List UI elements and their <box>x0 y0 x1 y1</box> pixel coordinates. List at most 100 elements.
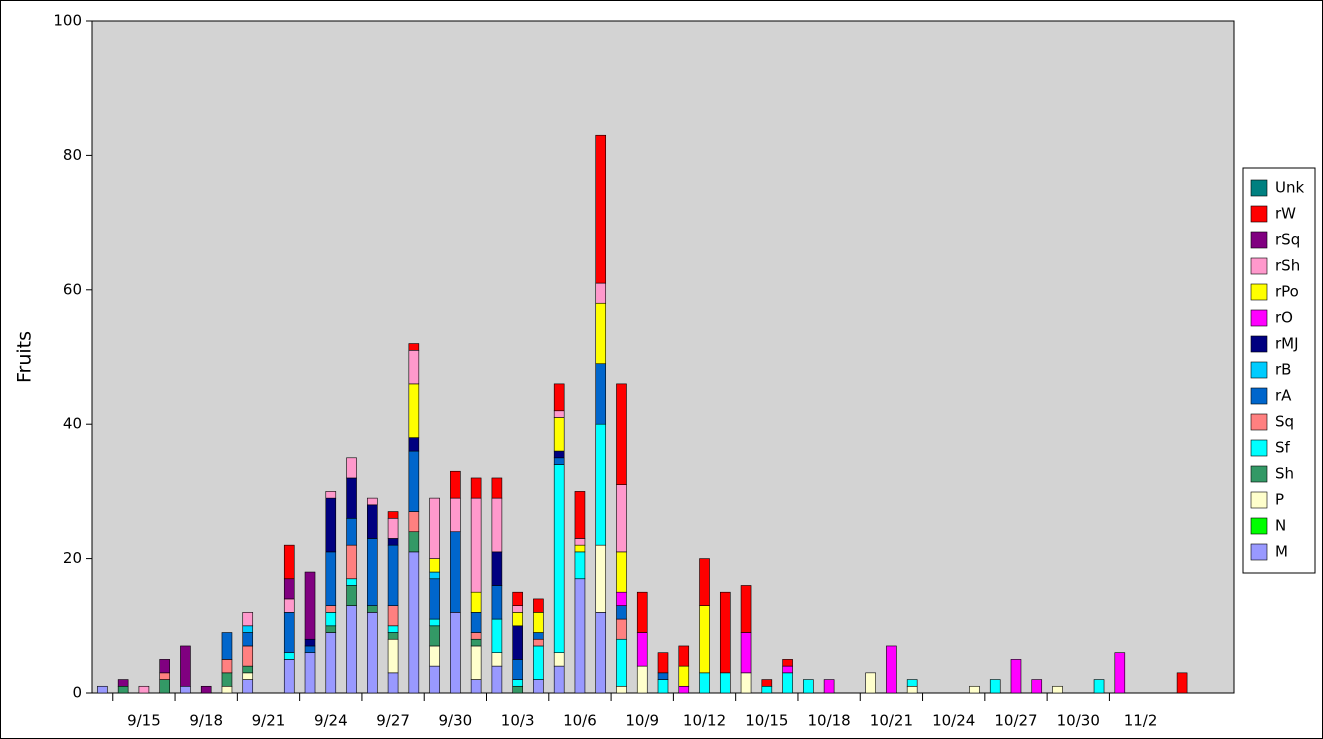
bar-segment <box>346 517 357 546</box>
bar-segment <box>221 685 233 694</box>
bar-segment <box>450 470 461 499</box>
bar-segment <box>180 645 191 687</box>
bar-segment <box>553 417 565 452</box>
bar-segment <box>616 591 627 606</box>
bar-segment <box>636 665 648 694</box>
legend-label: Sf <box>1275 439 1291 457</box>
bar-segment <box>512 605 523 613</box>
legend-label: rPo <box>1275 283 1299 301</box>
legend-swatch <box>1250 257 1268 275</box>
bar-segment <box>429 665 440 694</box>
bar-segment <box>450 531 461 613</box>
y-tick-label: 60 <box>63 280 82 298</box>
x-tick-label: 10/24 <box>932 712 975 730</box>
legend-label: rSh <box>1275 257 1300 275</box>
bar-segment <box>491 585 503 620</box>
bar-segment <box>553 450 565 459</box>
bar-segment <box>387 517 399 539</box>
bar-segment <box>242 645 254 667</box>
bar-segment <box>616 383 627 485</box>
bar-segment <box>470 645 482 680</box>
bar-segment <box>387 632 399 640</box>
bar-segment <box>512 591 523 606</box>
bar-segment <box>97 685 108 694</box>
bar-segment <box>574 491 586 539</box>
bar-segment <box>761 679 773 687</box>
bar-segment <box>159 659 170 674</box>
bar-segment <box>429 645 440 667</box>
bar-segment <box>346 457 357 479</box>
bar-segment <box>1176 672 1188 694</box>
bar-segment <box>595 612 607 694</box>
bar-segment <box>595 423 607 546</box>
legend-label: Unk <box>1275 179 1304 197</box>
bar-segment <box>533 679 544 694</box>
bar-segment <box>283 598 295 613</box>
bar-segment <box>761 685 773 694</box>
bar-segment <box>242 672 254 680</box>
bar-segment <box>408 450 420 512</box>
bar-segment <box>491 652 503 667</box>
bar-segment <box>740 632 752 674</box>
bar-segment <box>533 612 544 633</box>
legend-swatch <box>1250 309 1268 327</box>
bar-segment <box>533 638 544 647</box>
legend-label: M <box>1275 543 1288 561</box>
bar-segment <box>242 632 254 647</box>
legend-label: rB <box>1275 361 1291 379</box>
legend-swatch <box>1250 205 1268 223</box>
bar-segment <box>657 672 669 680</box>
bar-segment <box>367 612 378 694</box>
bar-segment <box>989 679 1001 694</box>
bar-segment <box>678 645 690 667</box>
bar-segment <box>387 672 399 694</box>
legend-swatch <box>1250 413 1268 431</box>
bar-segment <box>574 578 586 694</box>
legend-swatch <box>1250 387 1268 405</box>
bar-segment <box>678 665 690 687</box>
legend-label: rW <box>1275 205 1296 223</box>
bar-segment <box>325 605 337 613</box>
bar-segment <box>387 638 399 674</box>
bar-segment <box>699 672 710 694</box>
x-tick-label: 9/15 <box>127 712 161 730</box>
bar-segment <box>325 497 337 553</box>
bar-segment <box>429 625 440 647</box>
bar-segment <box>491 477 503 499</box>
bar-segment <box>200 685 212 694</box>
bar-segment <box>304 571 316 640</box>
bar-segment <box>616 618 627 640</box>
x-tick-label: 10/3 <box>501 712 535 730</box>
bar-segment <box>242 612 254 627</box>
bar-segment <box>595 363 607 425</box>
bar-segment <box>491 551 503 586</box>
bar-segment <box>470 591 482 613</box>
legend-label: N <box>1275 517 1286 535</box>
bar-segment <box>304 638 316 647</box>
legend-label: Sq <box>1275 413 1294 431</box>
bar-segment <box>699 605 710 674</box>
legend-swatch <box>1250 361 1268 379</box>
bar-segment <box>470 632 482 640</box>
bar-segment <box>865 672 876 694</box>
x-tick-label: 10/21 <box>870 712 913 730</box>
bar-segment <box>616 685 627 694</box>
bar-segment <box>387 605 399 627</box>
bar-segment <box>553 383 565 412</box>
bar-segment <box>616 551 627 593</box>
bar-segment <box>325 612 337 627</box>
bar-segment <box>595 282 607 304</box>
bar-segment <box>491 497 503 553</box>
bar-segment <box>512 659 523 680</box>
y-tick-label: 0 <box>72 684 82 702</box>
bar-segment <box>512 679 523 687</box>
x-tick-label: 10/9 <box>625 712 659 730</box>
x-tick-label: 10/15 <box>745 712 788 730</box>
legend-label: rA <box>1275 387 1292 405</box>
bar-segment <box>636 591 648 633</box>
legend-swatch <box>1250 543 1268 561</box>
bar-segment <box>304 645 316 653</box>
bar-segment <box>367 504 378 539</box>
x-tick-label: 10/27 <box>994 712 1037 730</box>
